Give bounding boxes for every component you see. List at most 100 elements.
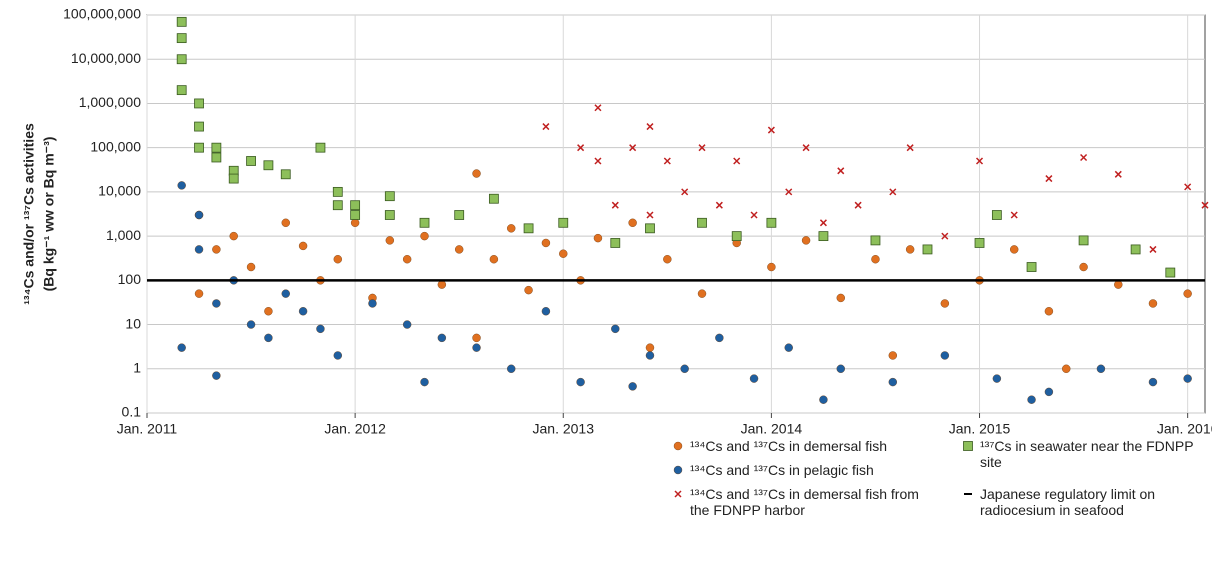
data-point: [1130, 244, 1141, 255]
y-axis-label: (Bq kg⁻¹ ww or Bq m⁻³): [41, 137, 57, 292]
data-point: [801, 236, 811, 245]
data-point: [975, 157, 984, 165]
data-point: [663, 255, 672, 264]
data-point: [871, 255, 880, 264]
data-point: [246, 320, 256, 329]
data-point: [784, 343, 793, 352]
data-point: [333, 255, 342, 264]
data-point: [1148, 377, 1158, 387]
data-point: [1044, 307, 1054, 316]
data-point: [836, 364, 845, 373]
data-point: [1183, 374, 1192, 383]
y-tick-label: 1,000: [106, 227, 141, 243]
data-point: [766, 217, 777, 228]
data-point: [472, 343, 481, 352]
data-point: [610, 238, 621, 248]
y-tick-label: 100,000: [90, 138, 141, 154]
data-point: [420, 377, 429, 387]
data-point: [749, 374, 759, 383]
data-point: [194, 142, 204, 153]
data-point: [888, 351, 898, 360]
data-point: [1148, 299, 1158, 308]
data-point: [1201, 201, 1209, 209]
data-point: [1096, 364, 1106, 373]
data-point: [454, 245, 464, 254]
data-point: [1044, 387, 1054, 397]
plot-area: [146, 14, 1206, 414]
data-point: [645, 343, 655, 352]
data-point: [992, 374, 1002, 383]
data-point: [785, 188, 793, 196]
data-point: [750, 211, 758, 219]
data-point: [646, 211, 654, 219]
data-point: [419, 217, 430, 228]
data-point: [264, 333, 273, 343]
x-tick-label: Jan. 2016: [1157, 421, 1212, 437]
data-point: [194, 121, 204, 132]
data-point: [507, 364, 516, 373]
data-point: [888, 377, 898, 387]
data-point: [731, 231, 742, 242]
data-point: [246, 156, 256, 166]
data-point: [818, 231, 829, 242]
data-point: [715, 201, 723, 209]
data-point: [836, 293, 845, 303]
y-tick-label: 100: [118, 271, 142, 287]
data-point: [454, 210, 465, 220]
data-point: [472, 169, 481, 178]
data-point: [176, 16, 187, 27]
data-point: [524, 285, 533, 295]
data-point: [559, 249, 568, 258]
data-point: [697, 289, 707, 298]
data-point: [1183, 289, 1192, 298]
data-point: [1114, 280, 1123, 289]
data-point: [819, 219, 827, 227]
data-point: [350, 200, 361, 211]
data-point: [1062, 364, 1071, 373]
x-tick-label: Jan. 2014: [741, 421, 803, 437]
data-point: [1026, 262, 1037, 272]
data-point: [194, 98, 204, 109]
data-point: [246, 262, 256, 272]
data-point: [697, 217, 707, 228]
y-tick-label: 0.1: [122, 404, 142, 420]
y-tick-label: 100,000,000: [63, 6, 141, 22]
data-point: [472, 333, 481, 343]
data-point: [211, 152, 222, 163]
data-point: [680, 364, 689, 373]
data-point: [1010, 211, 1018, 219]
data-point: [922, 244, 933, 255]
data-point: [715, 333, 724, 343]
x-tick-label: Jan. 2012: [324, 421, 386, 437]
data-point: [611, 324, 620, 334]
data-point: [194, 289, 204, 298]
data-point: [629, 144, 637, 152]
data-point: [507, 224, 516, 233]
data-point: [628, 218, 637, 227]
data-point: [940, 351, 950, 360]
data-point: [905, 245, 915, 254]
data-point: [298, 241, 308, 251]
data-point: [350, 210, 361, 220]
x-tick-label: Jan. 2015: [949, 421, 1011, 437]
y-tick-label: 1,000,000: [79, 94, 141, 110]
data-point: [645, 223, 655, 234]
data-point: [906, 144, 914, 152]
data-point: [298, 307, 308, 316]
data-point: [542, 123, 550, 131]
data-point: [350, 218, 360, 227]
y-tick-label: 10: [125, 315, 141, 331]
data-point: [489, 255, 499, 264]
data-point: [802, 144, 810, 152]
data-point: [281, 289, 290, 298]
data-point: [940, 299, 950, 308]
data-point: [1079, 262, 1088, 272]
data-point: [402, 255, 412, 264]
data-point: [1165, 267, 1176, 278]
data-point: [1149, 245, 1157, 253]
data-point: [577, 144, 585, 152]
y-tick-label: 10,000,000: [71, 50, 141, 66]
data-point: [523, 223, 534, 234]
